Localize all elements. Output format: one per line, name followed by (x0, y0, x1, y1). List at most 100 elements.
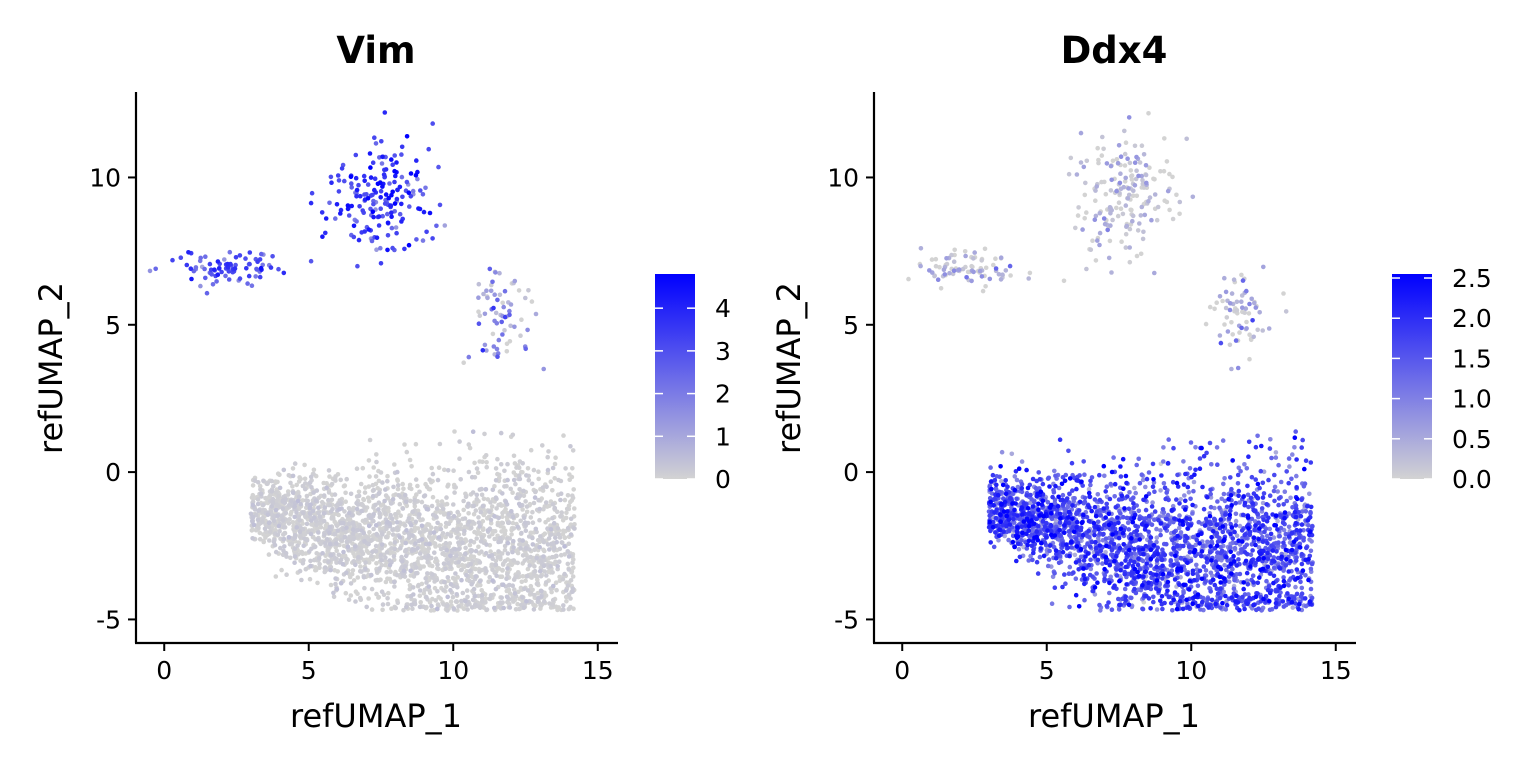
scatter-point (524, 473, 529, 478)
scatter-point (287, 542, 293, 547)
scatter-point (374, 531, 380, 537)
scatter-point (1243, 306, 1249, 311)
scatter-point (1088, 482, 1093, 488)
scatter-point (507, 308, 512, 314)
scatter-point (1084, 210, 1089, 215)
scatter-point (280, 506, 286, 511)
scatter-point (412, 561, 417, 567)
scatter-point (1255, 327, 1260, 333)
scatter-point (562, 571, 567, 577)
scatter-point (506, 520, 512, 525)
scatter-point (275, 513, 281, 518)
scatter-point (545, 454, 550, 460)
scatter-point (965, 269, 971, 275)
scatter-point (1167, 207, 1172, 213)
scatter-point (308, 558, 313, 564)
scatter-point (340, 561, 346, 567)
scatter-point (1069, 545, 1074, 550)
scatter-point (1240, 305, 1245, 311)
scatter-point (478, 509, 484, 515)
scatter-point (1204, 450, 1209, 456)
scatter-point (390, 497, 396, 502)
scatter-point (271, 484, 276, 489)
scatter-point (392, 168, 397, 174)
scatter-point (427, 477, 433, 483)
scatter-point (1106, 255, 1112, 261)
legend-label: 0 (715, 465, 731, 494)
scatter-point (1201, 564, 1207, 569)
scatter-point (275, 532, 281, 537)
scatter-point (510, 583, 515, 588)
scatter-point (979, 274, 985, 279)
scatter-point (292, 461, 298, 466)
scatter-point (1071, 570, 1076, 575)
scatter-point (353, 152, 359, 158)
scatter-point (354, 219, 359, 224)
scatter-point (979, 258, 984, 263)
scatter-point (529, 299, 535, 304)
scatter-point (431, 530, 437, 535)
scatter-point (1092, 592, 1098, 597)
scatter-point (1135, 228, 1141, 233)
scatter-point (257, 274, 263, 280)
scatter-point (1141, 229, 1146, 235)
scatter-point (408, 568, 414, 574)
scatter-point (563, 588, 569, 593)
scatter-point (528, 583, 534, 589)
scatter-point (290, 484, 295, 489)
scatter-point (516, 501, 522, 507)
scatter-point (510, 432, 516, 438)
scatter-point (355, 263, 360, 269)
scatter-point (365, 495, 371, 501)
scatter-point (1217, 333, 1223, 338)
scatter-point (1181, 590, 1186, 595)
scatter-point (383, 579, 389, 585)
scatter-point (367, 530, 372, 535)
scatter-point (467, 519, 472, 524)
scatter-point (382, 201, 388, 206)
scatter-point (333, 581, 338, 587)
scatter-point (429, 603, 434, 609)
scatter-point (316, 495, 322, 501)
scatter-point (1286, 456, 1292, 461)
scatter-point (481, 496, 487, 502)
scatter-point (1245, 492, 1251, 498)
scatter-point (1292, 596, 1297, 602)
scatter-point (964, 275, 969, 280)
scatter-point (559, 510, 564, 515)
scatter-point (1108, 574, 1113, 580)
scatter-point (1299, 591, 1305, 596)
scatter-point (245, 281, 250, 286)
scatter-point (373, 548, 379, 554)
scatter-point (1154, 539, 1159, 545)
scatter-point (376, 478, 382, 484)
scatter-point (1126, 186, 1131, 191)
scatter-point (186, 250, 191, 255)
scatter-point (451, 514, 457, 519)
scatter-point (430, 236, 435, 241)
scatter-point (996, 538, 1001, 543)
scatter-point (1109, 177, 1114, 183)
scatter-point (511, 453, 517, 459)
scatter-point (514, 465, 519, 470)
scatter-point (546, 449, 551, 454)
scatter-point (430, 572, 435, 577)
scatter-point (570, 574, 576, 579)
scatter-point (550, 515, 555, 521)
scatter-point (257, 483, 263, 489)
scatter-point (1214, 300, 1219, 306)
scatter-point (1137, 221, 1142, 226)
scatter-point (490, 556, 496, 561)
scatter-point (358, 564, 363, 569)
scatter-point (1132, 183, 1138, 188)
scatter-point (1164, 199, 1170, 205)
scatter-point (1238, 469, 1243, 474)
scatter-point (351, 234, 357, 240)
scatter-point (1029, 532, 1034, 538)
scatter-point (363, 566, 368, 571)
scatter-point (1232, 577, 1237, 583)
scatter-point (1165, 512, 1171, 518)
scatter-point (476, 321, 482, 327)
scatter-point (494, 346, 500, 352)
scatter-point (404, 449, 410, 455)
